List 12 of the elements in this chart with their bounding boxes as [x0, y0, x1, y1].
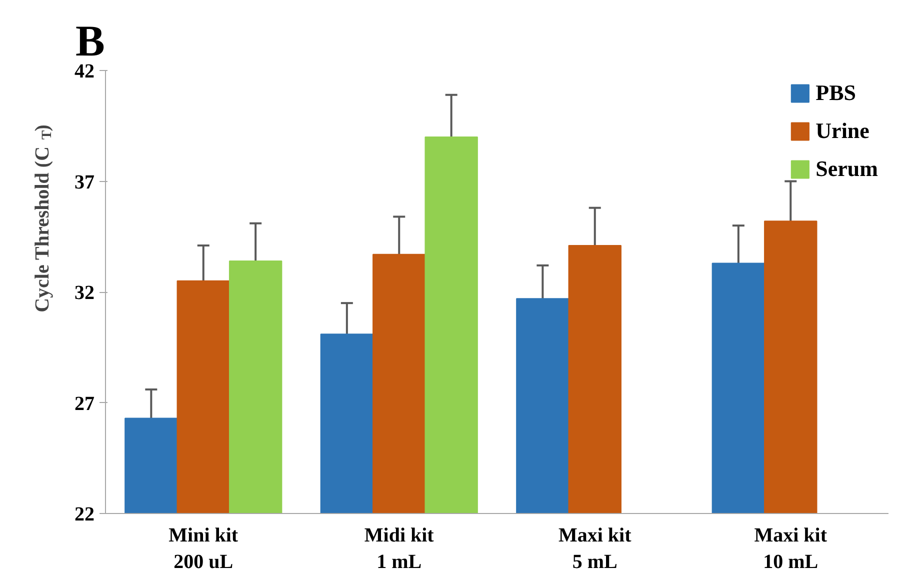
x-tick-label: Mini kit 200 uL: [168, 524, 238, 573]
legend-label: Urine: [816, 118, 870, 144]
x-tick-label: Maxi kit 5 mL: [558, 524, 632, 573]
x-tick-label: Midi kit 1 mL: [364, 524, 434, 573]
y-tick-label: 32: [74, 282, 94, 304]
legend-label: PBS: [816, 80, 856, 106]
legend-label: Serum: [816, 156, 878, 182]
y-tick-label: 22: [74, 504, 94, 526]
y-tick-label: 37: [74, 171, 94, 194]
x-tick-label: Maxi kit 10 mL: [754, 524, 828, 573]
y-tick-label: 27: [74, 392, 94, 415]
y-axis-title: Cycle Threshold (CT): [32, 124, 55, 312]
